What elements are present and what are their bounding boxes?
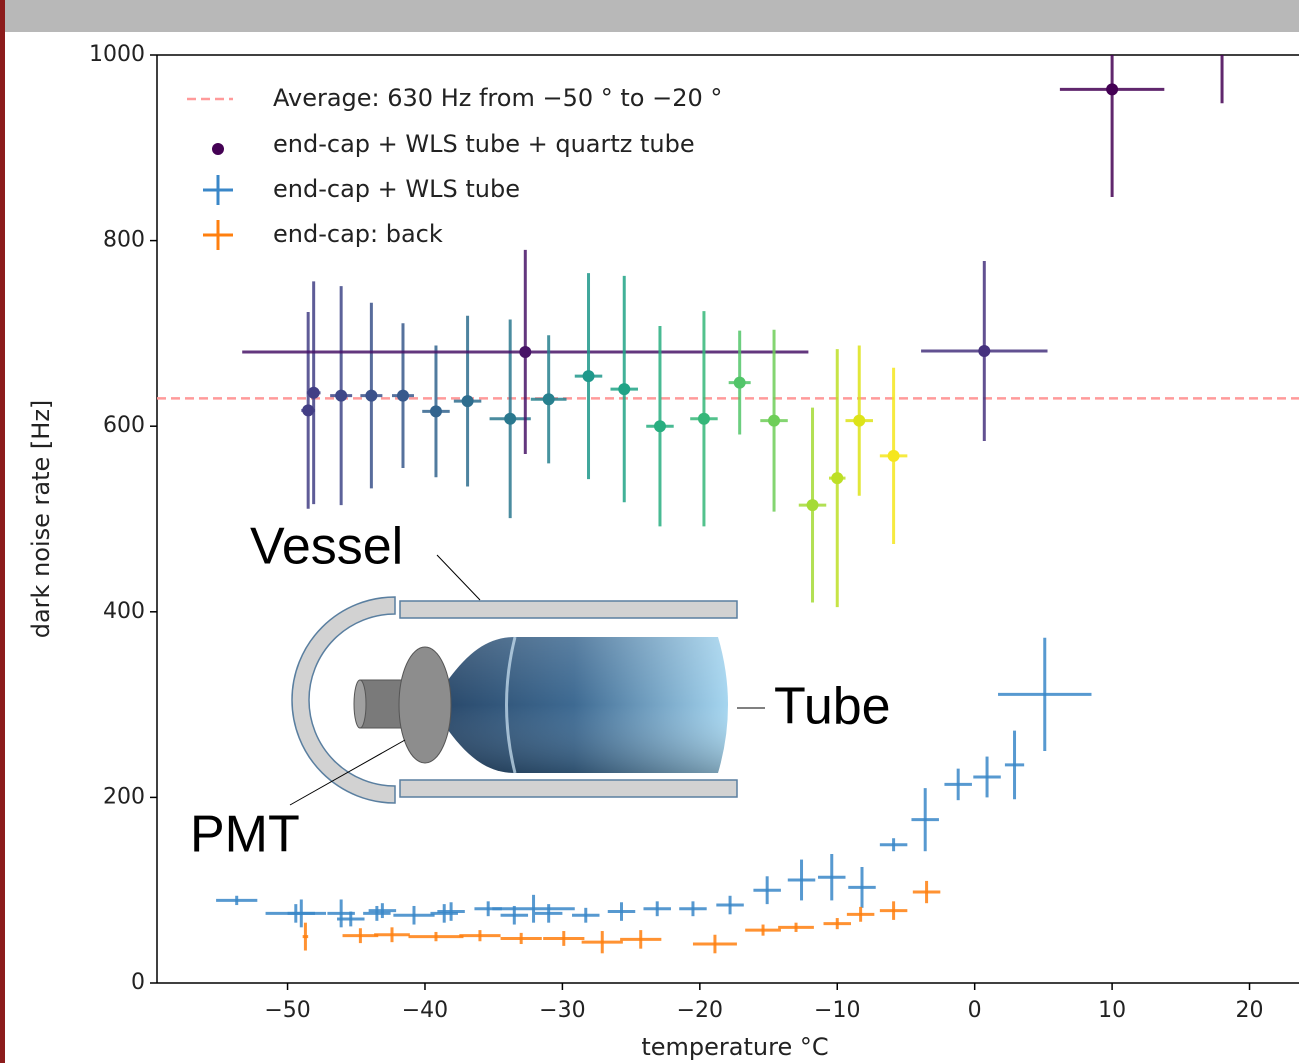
y-tick-label: 400 [103,599,145,624]
x-tick-label: 0 [968,998,982,1023]
data-point [583,370,595,382]
x-axis-label: temperature °C [641,1033,828,1061]
data-point [462,395,474,407]
legend-label: end-cap: back [273,220,443,248]
data-point [853,415,865,427]
x-tick-label: −50 [264,998,310,1023]
legend-label: end-cap + WLS tube + quartz tube [273,130,695,158]
y-tick-label: 800 [103,228,145,253]
data-point [335,390,347,402]
data-point [397,390,409,402]
data-point [1106,83,1118,95]
y-tick-label: 600 [103,413,145,438]
tube-shade [448,637,728,773]
top-bar [0,0,1299,32]
data-point [698,413,710,425]
pmt-base-end [354,680,366,728]
x-tick-label: 10 [1098,998,1126,1023]
data-point [831,472,843,484]
legend-swatch [212,143,224,155]
window-edge [0,0,5,1063]
data-point [504,413,516,425]
data-point [768,415,780,427]
data-point [654,420,666,432]
x-tick-label: −30 [539,998,585,1023]
legend: Average: 630 Hz from −50 ° to −20 ° end-c… [187,84,722,250]
x-tick-label: −40 [402,998,448,1023]
data-point [618,383,630,395]
annotation: Vessel [250,518,403,576]
data-point [888,450,900,462]
data-point [734,377,746,389]
y-tick-label: 1000 [89,42,145,67]
y-tick-label: 0 [131,970,145,995]
vessel-wall [400,601,737,618]
y-axis-label: dark noise rate [Hz] [27,400,55,639]
setup-diagram: Vessel Tube PMT [190,518,891,864]
legend-label: Average: 630 Hz from −50 ° to −20 ° [273,84,722,112]
data-point [365,390,377,402]
x-tick-label: −10 [814,998,860,1023]
page: {"chart_data": { "type": "scatter", "xla… [0,0,1299,1063]
y-tick-label: 200 [103,784,145,809]
pmt-window [399,647,451,763]
data-point [543,393,555,405]
screenshot: temperature °C dark noise rate [Hz] Vess… [0,0,1299,1063]
x-tick-label: −20 [677,998,723,1023]
annotation: PMT [190,806,300,864]
legend-label: end-cap + WLS tube [273,175,520,203]
annotation: Tube [774,678,891,736]
vessel-wall [400,780,737,797]
data-point [519,346,531,358]
data-point [807,499,819,511]
data-point [308,387,320,399]
pmt-base [360,680,404,728]
data-point [430,405,442,417]
data-point [978,345,990,357]
x-tick-label: 20 [1236,998,1264,1023]
leader-line [437,555,480,600]
